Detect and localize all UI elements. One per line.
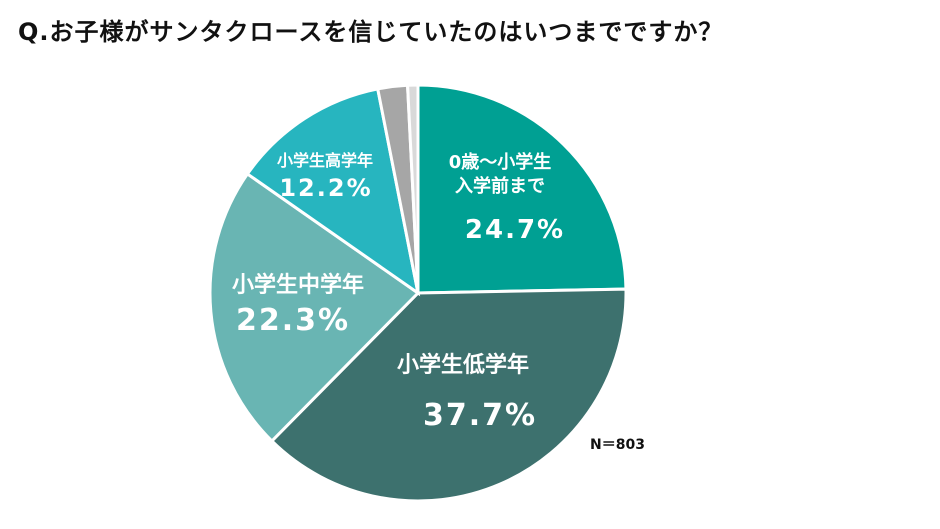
chart-title: Q.お子様がサンタクロースを信じていたのはいつまでですか？ [18, 18, 724, 46]
pie-slice [405, 83, 420, 294]
slice-label: 小学生中学年 [232, 272, 364, 298]
slice-label: 0歳〜小学生 [449, 151, 552, 173]
slice-value-label: 12.2% [279, 174, 372, 202]
slice-label: 小学生高学年 [277, 151, 373, 170]
slice-label: 小学生低学年 [397, 352, 529, 378]
slice-value-label: 37.7% [423, 398, 537, 433]
pie-slice [208, 171, 421, 444]
pie-slice [416, 83, 628, 295]
slice-value-label: 24.7% [465, 215, 565, 245]
slice-value-label: 22.3% [236, 303, 350, 338]
pie-slice [269, 287, 628, 503]
sample-size-note: N＝803 [590, 437, 645, 453]
pie-slice [245, 87, 421, 297]
slice-label: 入学前まで [455, 175, 545, 197]
